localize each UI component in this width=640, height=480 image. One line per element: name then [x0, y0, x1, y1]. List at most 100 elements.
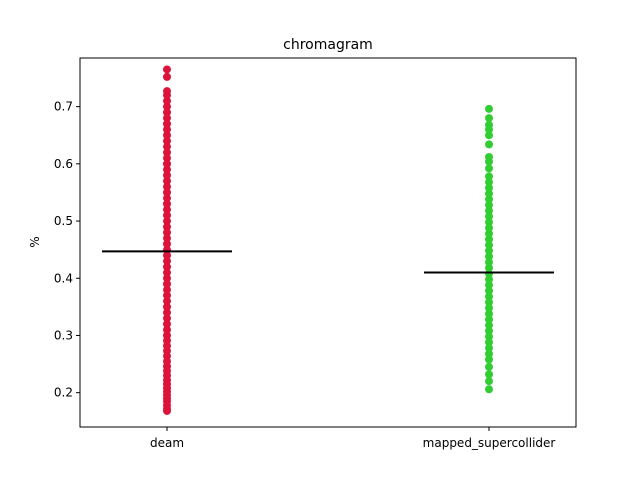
y-tick-label: 0.5 — [54, 214, 73, 228]
data-point — [485, 263, 493, 272]
data-point — [163, 217, 171, 226]
data-point — [485, 292, 493, 301]
plot-frame — [79, 57, 577, 428]
x-axis-ticks: deam mapped_supercollider — [150, 427, 555, 450]
data-point — [163, 205, 171, 214]
data-point — [163, 268, 171, 277]
data-point — [163, 131, 171, 140]
data-point — [485, 241, 493, 250]
data-point — [485, 140, 493, 149]
data-point — [485, 298, 493, 307]
data-point — [163, 297, 171, 306]
data-point — [485, 201, 493, 210]
data-point — [485, 338, 493, 347]
data-point — [485, 286, 493, 295]
data-point — [163, 108, 171, 117]
data-point — [163, 239, 171, 248]
data-point — [163, 234, 171, 243]
data-point — [163, 194, 171, 203]
data-point — [485, 349, 493, 358]
x-tick-label: mapped_supercollider — [423, 436, 556, 450]
y-axis-label: % — [28, 236, 42, 247]
data-point — [163, 87, 171, 96]
data-point — [163, 199, 171, 208]
y-tick-label: 0.6 — [54, 157, 73, 171]
data-point — [163, 262, 171, 271]
data-point — [163, 302, 171, 311]
data-point — [163, 154, 171, 163]
data-point — [485, 309, 493, 318]
data-point — [163, 72, 171, 81]
scatter-points — [163, 65, 493, 415]
data-point — [485, 189, 493, 198]
mean-lines — [102, 250, 554, 274]
data-point — [485, 355, 493, 364]
data-point — [485, 235, 493, 244]
data-point — [163, 182, 171, 191]
data-point — [163, 211, 171, 220]
data-point — [163, 257, 171, 266]
data-point — [485, 332, 493, 341]
data-point — [485, 315, 493, 324]
data-point — [163, 114, 171, 123]
data-point — [163, 251, 171, 260]
data-point — [163, 96, 171, 105]
data-point — [163, 165, 171, 174]
data-point — [163, 102, 171, 111]
y-tick-label: 0.3 — [54, 328, 73, 342]
data-point — [485, 362, 493, 371]
data-point — [485, 321, 493, 330]
data-point — [485, 344, 493, 353]
data-point — [163, 308, 171, 317]
data-point — [485, 218, 493, 227]
data-point — [163, 142, 171, 151]
data-point — [163, 136, 171, 145]
data-point — [485, 281, 493, 290]
data-point — [163, 148, 171, 157]
data-point — [485, 377, 493, 386]
data-point — [485, 131, 493, 140]
data-point — [485, 326, 493, 335]
data-point — [163, 188, 171, 197]
data-point — [485, 229, 493, 238]
data-point — [485, 195, 493, 204]
data-point — [163, 285, 171, 294]
data-point — [163, 320, 171, 329]
data-point — [485, 385, 493, 394]
data-point — [485, 304, 493, 313]
data-point — [163, 171, 171, 180]
data-point — [163, 228, 171, 237]
data-point — [163, 331, 171, 340]
data-point — [485, 206, 493, 215]
data-point — [163, 274, 171, 283]
data-point — [485, 120, 493, 129]
data-point — [163, 119, 171, 128]
data-point — [163, 65, 171, 74]
y-axis-ticks: 0.2 0.3 0.4 0.5 0.6 0.7 — [54, 100, 80, 400]
y-tick-label: 0.4 — [54, 271, 73, 285]
data-point — [485, 223, 493, 232]
data-point — [485, 152, 493, 161]
x-tick-label: deam — [150, 436, 184, 450]
data-point — [485, 164, 493, 173]
y-tick-label: 0.2 — [54, 386, 73, 400]
data-point — [163, 222, 171, 231]
y-tick-label: 0.7 — [54, 100, 73, 114]
data-point — [163, 159, 171, 168]
data-point — [485, 275, 493, 284]
data-point — [485, 172, 493, 181]
data-point — [485, 258, 493, 267]
data-point — [163, 325, 171, 334]
data-point — [163, 125, 171, 134]
data-point — [163, 177, 171, 185]
data-point — [485, 246, 493, 255]
data-point — [485, 370, 493, 379]
data-point — [163, 279, 171, 288]
data-point — [485, 114, 493, 123]
data-point — [163, 291, 171, 300]
data-point — [485, 104, 493, 113]
data-point — [163, 314, 171, 323]
data-point — [485, 252, 493, 261]
